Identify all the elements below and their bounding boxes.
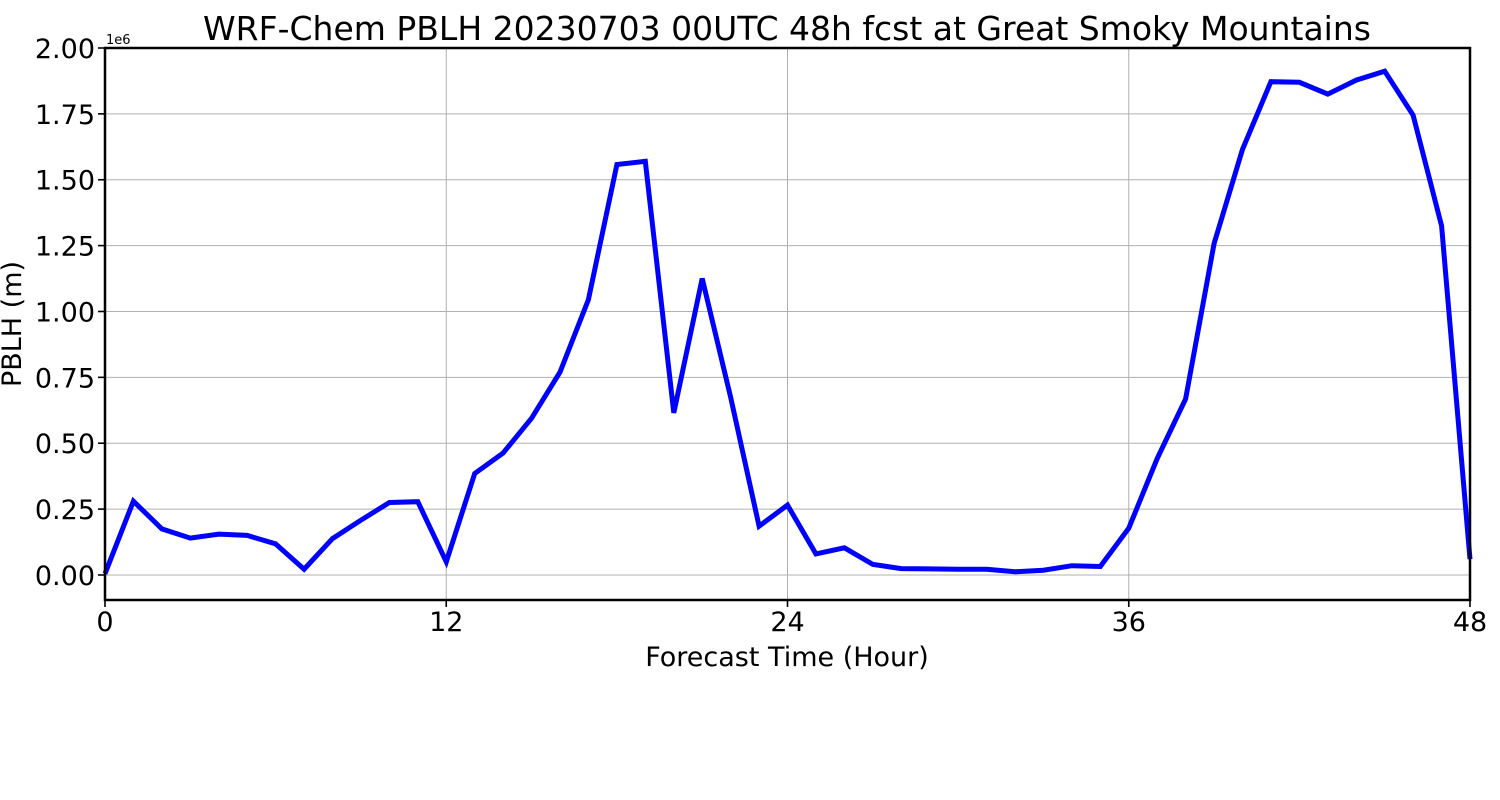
grid-lines — [104, 47, 1471, 600]
plot-area — [102, 68, 1473, 575]
y-tick-label: 1.75 — [35, 100, 95, 131]
y-tick-label: 0.25 — [35, 495, 95, 526]
chart-title: WRF-Chem PBLH 20230703 00UTC 48h fcst at… — [203, 9, 1371, 48]
y-axis-offset-label: 1e6 — [106, 33, 131, 48]
x-axis-label: Forecast Time (Hour) — [645, 642, 929, 673]
y-tick-label: 1.25 — [35, 232, 95, 263]
y-tick-label: 1.00 — [35, 297, 95, 328]
x-tick-label: 36 — [1112, 607, 1146, 638]
y-tick-label: 0.50 — [35, 429, 95, 460]
y-axis-ticks: 0.00 0.25 0.50 0.75 1.00 1.25 1.50 1.75 2.00 — [35, 34, 105, 592]
y-tick-label: 0.75 — [35, 363, 95, 394]
y-tick-label: 1.50 — [35, 166, 95, 197]
y-tick-label: 2.00 — [35, 34, 95, 65]
x-tick-label: 48 — [1453, 607, 1487, 638]
y-axis-label: PBLH (m) — [0, 261, 28, 387]
x-tick-label: 12 — [429, 607, 463, 638]
series-line-0 — [102, 68, 1473, 575]
x-axis-ticks: 0 12 24 36 48 — [96, 600, 1487, 638]
x-tick-label: 0 — [96, 607, 113, 638]
y-tick-label: 0.00 — [35, 561, 95, 592]
x-tick-label: 24 — [770, 607, 804, 638]
